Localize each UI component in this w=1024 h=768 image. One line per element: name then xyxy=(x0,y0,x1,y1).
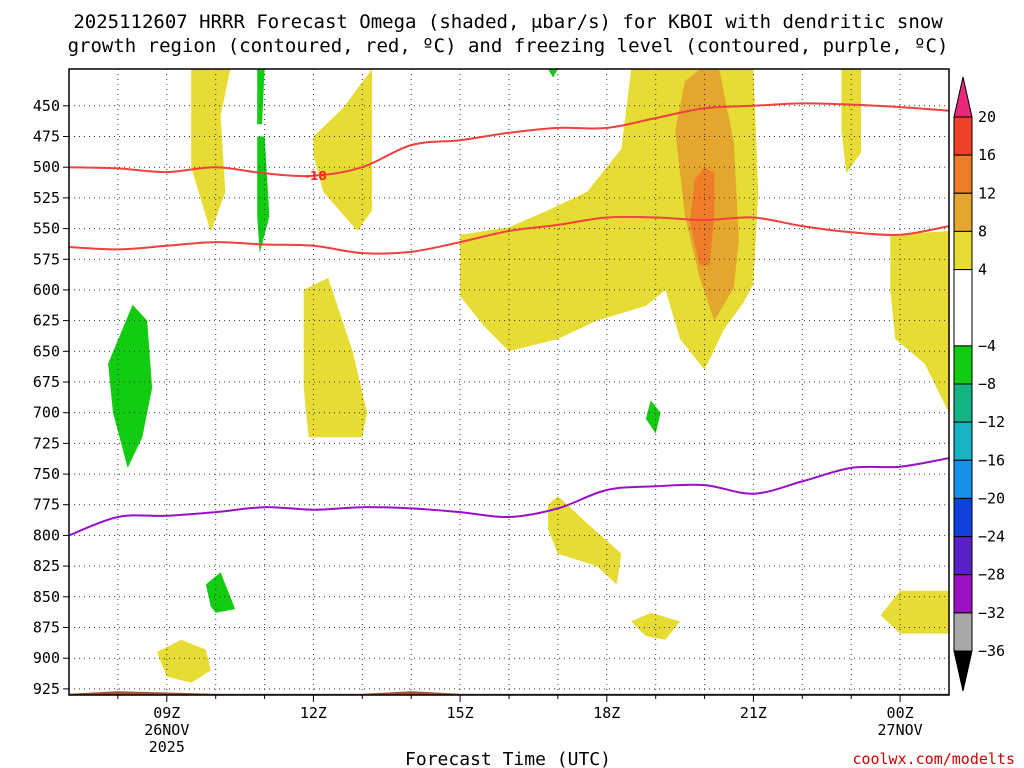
y-tick-label-650: 650 xyxy=(33,342,60,360)
y-tick-label-925: 925 xyxy=(33,680,60,698)
colorbar-band-11 xyxy=(953,536,973,576)
x-tick-label-21Z: 21Z xyxy=(740,704,767,722)
colorbar-label--4: −4 xyxy=(978,337,996,355)
colorbar-label--8: −8 xyxy=(978,375,996,393)
colorbar-label--36: −36 xyxy=(978,642,1005,660)
terrain-layer xyxy=(69,691,949,695)
colorbar-band-3 xyxy=(953,192,973,232)
omega-region-11 xyxy=(631,612,681,640)
omega-region-13 xyxy=(257,69,265,125)
omega-region-14 xyxy=(257,136,270,254)
y-tick-label-500: 500 xyxy=(33,158,60,176)
y-tick-label-750: 750 xyxy=(33,465,60,483)
colorbar-band-bottom xyxy=(953,650,973,692)
colorbar-label-4: 4 xyxy=(978,261,987,279)
x-tick-year-09Z: 2025 xyxy=(149,738,185,756)
colorbar-label--28: −28 xyxy=(978,566,1005,584)
colorbar-label--12: −12 xyxy=(978,413,1005,431)
y-tick-label-450: 450 xyxy=(33,97,60,115)
y-axis: 450 475 500 525 550 575 600 625 650 675 700 725 750 7… xyxy=(33,97,69,698)
colorbar-band-10 xyxy=(953,497,973,537)
omega-region-1 xyxy=(313,69,373,231)
y-tick-label-550: 550 xyxy=(33,220,60,238)
colorbar-band-12 xyxy=(953,574,973,614)
dgz-upper-contour xyxy=(69,102,949,178)
colorbar-band-9 xyxy=(953,459,973,499)
omega-region-8 xyxy=(548,496,622,585)
omega-region-0 xyxy=(191,69,231,233)
y-tick-label-575: 575 xyxy=(33,250,60,268)
colorbar-band-7 xyxy=(953,383,973,423)
y-tick-label-525: 525 xyxy=(33,189,60,207)
colorbar-label--20: −20 xyxy=(978,489,1005,507)
x-axis-title: Forecast Time (UTC) xyxy=(405,749,611,768)
y-tick-label-600: 600 xyxy=(33,281,60,299)
colorbar-label--32: −32 xyxy=(978,604,1005,622)
colorbar-band-top xyxy=(953,76,973,118)
colorbar-band-6 xyxy=(953,345,973,385)
colorbar-label--16: −16 xyxy=(978,451,1005,469)
dgz-lower-contour xyxy=(69,215,949,255)
freezing-level-contour xyxy=(69,457,949,537)
omega-region-12 xyxy=(108,304,153,468)
colorbar-label-20: 20 xyxy=(978,108,996,126)
x-tick-label-15Z: 15Z xyxy=(447,704,474,722)
y-tick-label-625: 625 xyxy=(33,312,60,330)
omega-region-4 xyxy=(689,167,715,266)
omega-region-6 xyxy=(890,231,949,413)
colorbar-band-5 xyxy=(953,269,973,347)
omega-region-10 xyxy=(157,639,211,683)
omega-region-5 xyxy=(841,69,861,174)
y-tick-label-800: 800 xyxy=(33,526,60,544)
colorbar-band-4 xyxy=(953,230,973,270)
omega-region-16 xyxy=(645,400,661,434)
chart-title-line-1: 2025112607 HRRR Forecast Omega (shaded, … xyxy=(73,11,943,33)
colorbar-band-2 xyxy=(953,154,973,194)
y-tick-label-700: 700 xyxy=(33,404,60,422)
x-tick-label-00Z: 00Z xyxy=(887,704,914,722)
colorbar-label-16: 16 xyxy=(978,146,996,164)
x-tick-date-00Z: 27NOV xyxy=(878,721,923,739)
contour-layer xyxy=(69,102,949,537)
chart-title-line-2: growth region (contoured, red, ºC) and f… xyxy=(68,35,949,57)
omega-shading-layer xyxy=(108,69,949,683)
colorbar-label--24: −24 xyxy=(978,528,1005,546)
y-tick-label-875: 875 xyxy=(33,619,60,637)
x-tick-date-09Z: 26NOV xyxy=(144,721,189,739)
colorbar-band-1 xyxy=(953,116,973,156)
colorbar-band-13 xyxy=(953,612,973,652)
omega-region-7 xyxy=(303,277,368,438)
y-tick-label-775: 775 xyxy=(33,496,60,514)
colorbar: 20 16 12 8 4 −4 −8 −12 −16 −20 −24 −28 −32 −36 xyxy=(953,76,1005,692)
x-tick-label-18Z: 18Z xyxy=(593,704,620,722)
grid-layer xyxy=(69,69,949,695)
omega-region-15 xyxy=(548,69,558,78)
colorbar-label-8: 8 xyxy=(978,222,987,240)
y-tick-label-825: 825 xyxy=(33,557,60,575)
y-tick-label-675: 675 xyxy=(33,373,60,391)
y-tick-label-475: 475 xyxy=(33,128,60,146)
omega-region-9 xyxy=(880,590,949,634)
terrain-fill xyxy=(69,691,949,695)
dgz-contour-label: -18 xyxy=(305,169,327,183)
y-tick-label-900: 900 xyxy=(33,649,60,667)
omega-region-17 xyxy=(205,572,236,613)
colorbar-label-12: 12 xyxy=(978,184,996,202)
x-tick-label-09Z: 09Z xyxy=(153,704,180,722)
credit-text: coolwx.com/modelts xyxy=(852,750,1015,768)
y-tick-label-850: 850 xyxy=(33,588,60,606)
x-tick-label-12Z: 12Z xyxy=(300,704,327,722)
colorbar-band-8 xyxy=(953,421,973,461)
y-tick-label-725: 725 xyxy=(33,434,60,452)
